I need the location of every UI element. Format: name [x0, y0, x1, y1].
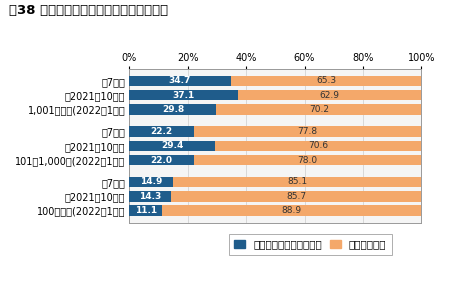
Legend: テレワークを行っている, 行っていない: テレワークを行っている, 行っていない	[229, 234, 392, 255]
Bar	[130, 191, 171, 202]
Bar	[216, 104, 421, 115]
Text: 34.7: 34.7	[169, 76, 191, 85]
Text: 62.9: 62.9	[320, 91, 339, 100]
Text: 37.1: 37.1	[172, 91, 195, 100]
Text: 22.2: 22.2	[151, 127, 173, 136]
Bar	[231, 76, 421, 86]
Bar	[173, 177, 421, 187]
Text: 65.3: 65.3	[316, 76, 336, 85]
Text: 29.4: 29.4	[161, 141, 184, 150]
Bar	[130, 104, 216, 115]
Text: 図38 従業員規模別・テレワークの実施率: 図38 従業員規模別・テレワークの実施率	[9, 4, 168, 17]
Bar	[162, 205, 421, 216]
Bar	[130, 155, 194, 165]
Text: 11.1: 11.1	[135, 206, 157, 215]
Bar	[215, 141, 421, 151]
Text: 29.8: 29.8	[162, 105, 184, 114]
Bar	[238, 90, 421, 100]
Text: 14.3: 14.3	[139, 192, 162, 201]
Bar	[130, 177, 173, 187]
Text: 88.9: 88.9	[281, 206, 302, 215]
Bar	[130, 126, 194, 137]
Bar	[130, 205, 162, 216]
Bar	[130, 141, 215, 151]
Text: 22.0: 22.0	[150, 156, 172, 165]
Bar	[130, 90, 238, 100]
Text: 85.7: 85.7	[286, 192, 306, 201]
Bar	[171, 191, 421, 202]
Bar	[194, 155, 421, 165]
Bar	[194, 126, 421, 137]
Text: 78.0: 78.0	[297, 156, 318, 165]
Bar	[130, 76, 231, 86]
Text: 85.1: 85.1	[287, 178, 307, 186]
Text: 70.2: 70.2	[309, 105, 329, 114]
Text: 14.9: 14.9	[140, 178, 162, 186]
Text: 77.8: 77.8	[297, 127, 318, 136]
Text: 70.6: 70.6	[308, 141, 328, 150]
